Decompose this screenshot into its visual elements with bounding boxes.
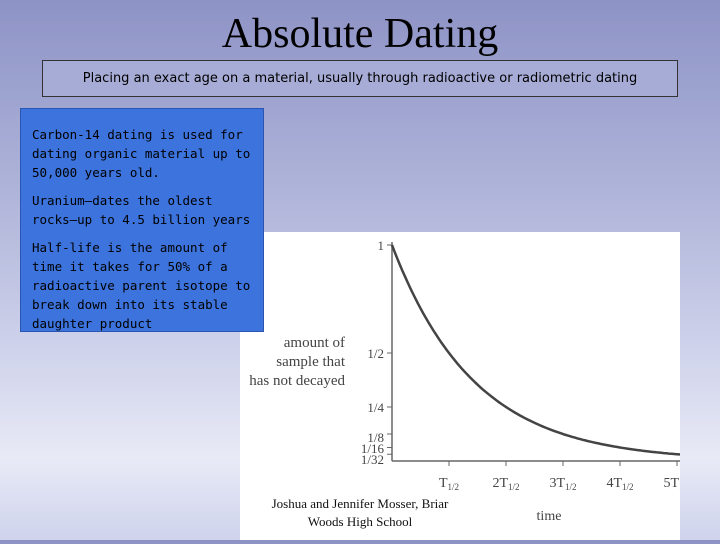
chart-panel: 1 1/2 1/4 1/81/161/32 T1/2 2T1/2 3T1/2 4T1/2 5T1… — [240, 232, 706, 540]
x-tick-label: 5T1/2 — [663, 476, 680, 492]
x-tick-label: T1/2 — [439, 476, 459, 492]
y-axis-label-line: amount of — [284, 335, 345, 351]
decay-chart: 1 1/2 1/4 1/81/161/32 T1/2 2T1/2 3T1/2 4T1/2 5T1… — [249, 238, 706, 524]
y-tick-label: 1/32 — [361, 452, 384, 467]
y-tick-label: 1/8 — [367, 430, 384, 445]
credit-line1: Joshua and Jennifer Mosser, Briar — [271, 496, 449, 511]
x-axis-label: time — [537, 509, 562, 524]
note-half-life: Half-life is the amount of time it takes… — [32, 240, 251, 331]
notes-box: Carbon-14 dating is used for dating orga… — [20, 108, 264, 332]
subtitle-box: Placing an exact age on a material, usua… — [42, 60, 678, 97]
y-axis-label-line: sample that — [276, 354, 346, 370]
y-tick-label: 1/4 — [367, 400, 384, 415]
decay-curve — [390, 244, 706, 458]
credit-line2: Woods High School — [307, 514, 413, 529]
note-uranium: Uranium—dates the oldest rocks—up to 4.5… — [32, 193, 251, 227]
note-carbon14: Carbon-14 dating is used for dating orga… — [32, 127, 251, 180]
y-tick-label: 1/2 — [367, 346, 384, 361]
x-tick-label: 3T1/2 — [549, 476, 576, 492]
subtitle-text: Placing an exact age on a material, usua… — [82, 71, 638, 86]
x-tick-label: 2T1/2 — [492, 476, 519, 492]
y-tick-label: 1 — [378, 238, 385, 253]
slide-title: Absolute Dating — [221, 11, 499, 57]
x-tick-label: 4T1/2 — [606, 476, 633, 492]
y-axis-label-line: has not decayed — [249, 373, 345, 389]
y-tick-label: 1/16 — [361, 441, 385, 456]
credit: Joshua and Jennifer Mosser, Briar Woods … — [230, 495, 490, 531]
